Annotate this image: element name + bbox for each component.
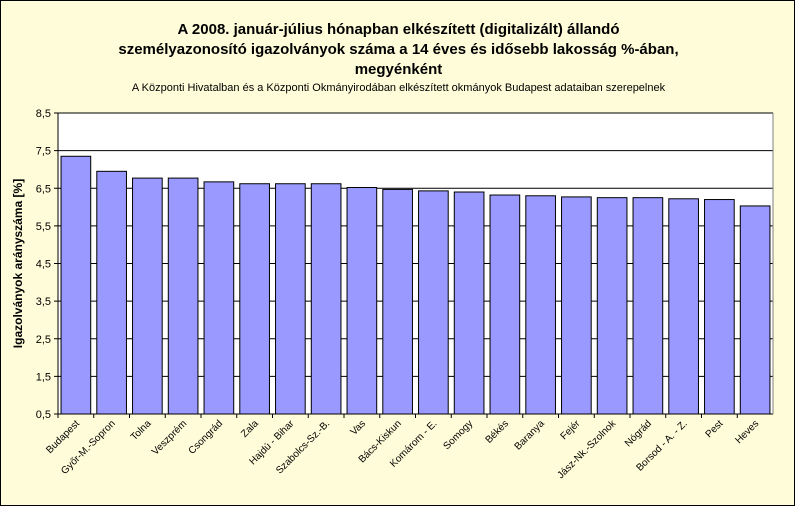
y-tick-label: 3,5 bbox=[36, 296, 51, 308]
x-tick-label: Vas bbox=[349, 418, 368, 437]
chart-title-line-3: megyénként bbox=[354, 61, 443, 78]
bar bbox=[739, 205, 771, 415]
y-tick-label: 5,5 bbox=[36, 221, 51, 233]
x-tick-label: Heves bbox=[733, 418, 761, 446]
bar bbox=[704, 199, 735, 415]
bar bbox=[668, 198, 699, 415]
bar bbox=[239, 183, 270, 415]
y-tick-label: 4,5 bbox=[36, 259, 51, 271]
x-tick-label: Csongrád bbox=[187, 418, 225, 456]
x-tick-label: Baranya bbox=[513, 418, 547, 452]
bar bbox=[382, 188, 413, 415]
bar bbox=[60, 155, 92, 415]
y-tick-label: 2,5 bbox=[36, 334, 51, 346]
bar bbox=[203, 181, 235, 415]
bar bbox=[275, 183, 306, 415]
bar bbox=[167, 177, 199, 415]
y-tick-label: 8,5 bbox=[36, 108, 51, 120]
x-tick-label: Veszprém bbox=[150, 418, 189, 457]
x-tick-label: Fejér bbox=[559, 418, 583, 442]
y-tick-label: 1,5 bbox=[36, 371, 51, 383]
x-tick-label: Budapest bbox=[44, 418, 82, 456]
bar bbox=[96, 170, 127, 415]
y-tick-label: 7,5 bbox=[36, 146, 51, 158]
chart-title-line-2: személyazonosító igazolványok száma a 14… bbox=[118, 41, 679, 58]
chart-title-line-1: A 2008. január-július hónapban elkészíte… bbox=[177, 21, 620, 38]
chart-subtitle: A Központi Hivatalban és a Központi Okmá… bbox=[131, 82, 666, 94]
bar bbox=[525, 195, 556, 415]
x-tick-label: Tolna bbox=[129, 418, 154, 443]
bar bbox=[632, 197, 664, 415]
x-tick-label: Békés bbox=[484, 418, 511, 445]
x-tick-label: Pest bbox=[704, 418, 726, 440]
x-tick-label: Zala bbox=[239, 418, 261, 440]
x-tick-label: Somogy bbox=[442, 418, 476, 452]
bar bbox=[489, 194, 521, 415]
y-tick-label: 6,5 bbox=[36, 183, 51, 195]
bar bbox=[310, 183, 342, 415]
bar bbox=[418, 190, 449, 415]
bar bbox=[561, 196, 592, 415]
y-axis-label: Igazolványok arányszáma [%] bbox=[11, 179, 25, 348]
bar bbox=[596, 197, 628, 415]
y-tick-label: 0,5 bbox=[36, 409, 51, 421]
bar bbox=[346, 186, 378, 415]
bar bbox=[453, 191, 485, 415]
bar bbox=[132, 177, 163, 415]
x-tick-label: Nógrád bbox=[623, 418, 654, 449]
